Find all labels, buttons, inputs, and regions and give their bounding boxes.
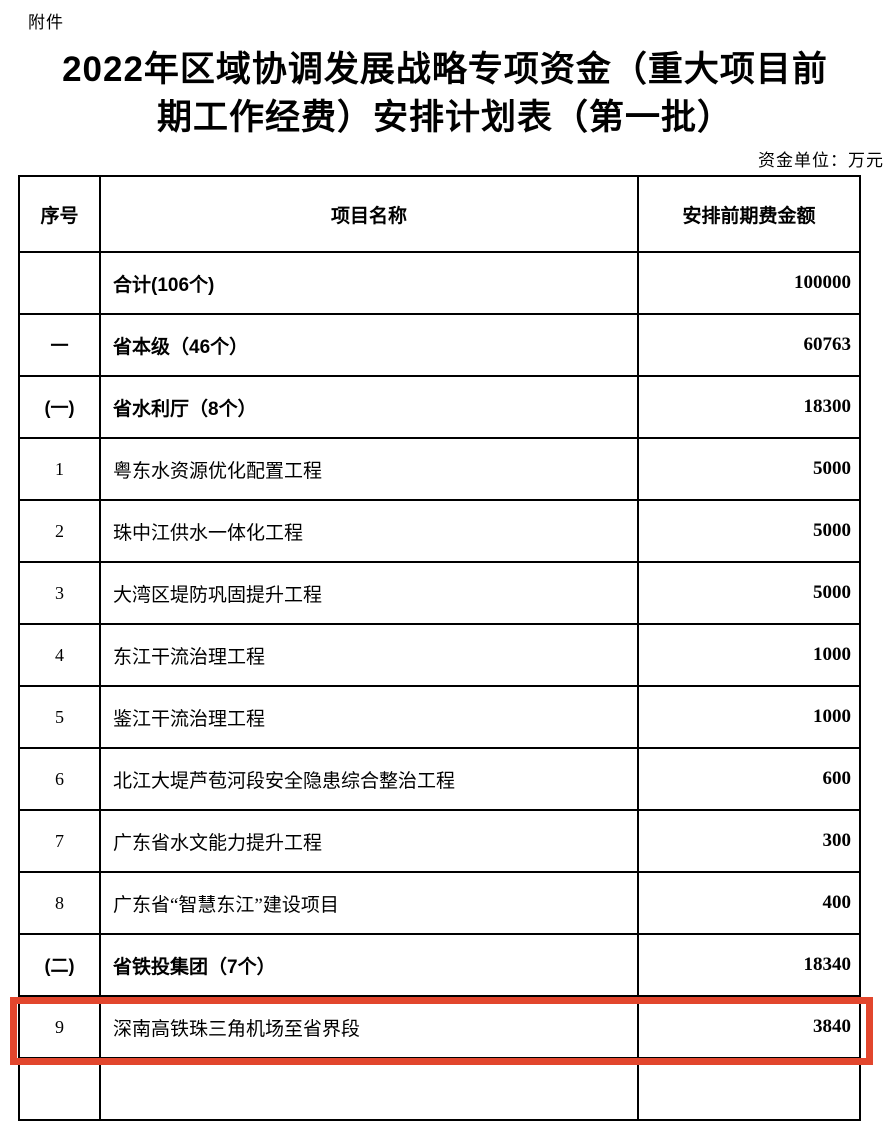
row-serial: 4	[18, 623, 101, 687]
table-row: 7 广东省水文能力提升工程 300	[18, 809, 861, 873]
row-serial: 6	[18, 747, 101, 811]
table-header-row: 序号 项目名称 安排前期费金额	[18, 175, 861, 253]
row-amount: 3840	[637, 995, 861, 1059]
row-serial	[18, 251, 101, 315]
table-body: 合计(106个) 100000 一省本级（46个） 60763 (一) 省水利厅（8个） 1…	[18, 251, 861, 1121]
row-project-name: 省水利厅（8个）	[99, 375, 639, 439]
table-row: 4 东江干流治理工程 1000	[18, 623, 861, 687]
row-project-name: 大湾区堤防巩固提升工程	[99, 561, 639, 625]
row-serial: 7	[18, 809, 101, 873]
row-project-name: 广东省“智慧东江”建设项目	[99, 871, 639, 935]
empty-cell	[99, 1057, 639, 1121]
table-row: 合计(106个) 100000	[18, 251, 861, 315]
table-row: 8 广东省“智慧东江”建设项目 400	[18, 871, 861, 935]
row-amount: 1000	[637, 685, 861, 749]
empty-cell	[637, 1057, 861, 1121]
table-row-partial	[18, 1057, 861, 1121]
row-amount: 18340	[637, 933, 861, 997]
table-row: 一省本级（46个） 60763	[18, 313, 861, 377]
row-amount: 100000	[637, 251, 861, 315]
row-project-name: 珠中江供水一体化工程	[99, 499, 639, 563]
row-serial: 一	[18, 313, 101, 377]
table-header: 序号 项目名称 安排前期费金额	[18, 175, 861, 253]
row-project-name: 深南高铁珠三角机场至省界段	[99, 995, 639, 1059]
row-amount: 300	[637, 809, 861, 873]
row-serial: 5	[18, 685, 101, 749]
table-row: 1 粤东水资源优化配置工程 5000	[18, 437, 861, 501]
row-project-name: 省铁投集团（7个）	[99, 933, 639, 997]
page-title-line1: 2022年区域协调发展战略专项资金（重大项目前	[62, 50, 828, 89]
table-row: 3 大湾区堤防巩固提升工程 5000	[18, 561, 861, 625]
attachment-label: 附件	[28, 13, 64, 32]
row-serial: 2	[18, 499, 101, 563]
table-row: (二) 省铁投集团（7个） 18340	[18, 933, 861, 997]
row-serial: (一)	[18, 375, 101, 439]
page-title: 2022年区域协调发展战略专项资金（重大项目前 期工作经费）安排计划表（第一批）	[0, 46, 890, 142]
table-row: 2 珠中江供水一体化工程 5000	[18, 499, 861, 563]
page-title-line2: 期工作经费）安排计划表（第一批）	[156, 98, 733, 137]
unit-note: 资金单位：万元	[758, 151, 884, 170]
column-header-name: 项目名称	[99, 175, 639, 253]
row-serial: 3	[18, 561, 101, 625]
row-project-name: 北江大堤芦苞河段安全隐患综合整治工程	[99, 747, 639, 811]
row-amount: 1000	[637, 623, 861, 687]
row-amount: 5000	[637, 499, 861, 563]
table-row-highlighted: 9 深南高铁珠三角机场至省界段 3840	[18, 995, 861, 1059]
row-amount: 5000	[637, 437, 861, 501]
row-amount: 5000	[637, 561, 861, 625]
allocation-table: 序号 项目名称 安排前期费金额 合计(106个) 100000 一省本级（46个） 6…	[18, 175, 861, 1121]
column-header-no: 序号	[18, 175, 101, 253]
row-project-name: 广东省水文能力提升工程	[99, 809, 639, 873]
document-page: { "page": { "attachment_label": "附件", "t…	[0, 13, 890, 1121]
row-serial: (二)	[18, 933, 101, 997]
row-project-name: 鉴江干流治理工程	[99, 685, 639, 749]
row-amount: 18300	[637, 375, 861, 439]
row-project-name: 粤东水资源优化配置工程	[99, 437, 639, 501]
row-serial: 9	[18, 995, 101, 1059]
table-row: (一) 省水利厅（8个） 18300	[18, 375, 861, 439]
row-serial: 1	[18, 437, 101, 501]
empty-cell	[18, 1057, 101, 1121]
row-project-name: 东江干流治理工程	[99, 623, 639, 687]
table-row: 5 鉴江干流治理工程 1000	[18, 685, 861, 749]
row-amount: 60763	[637, 313, 861, 377]
table-row: 6 北江大堤芦苞河段安全隐患综合整治工程 600	[18, 747, 861, 811]
row-serial: 8	[18, 871, 101, 935]
row-amount: 400	[637, 871, 861, 935]
row-amount: 600	[637, 747, 861, 811]
row-project-name: 合计(106个)	[99, 251, 639, 315]
row-project-name: 省本级（46个）	[99, 313, 639, 377]
column-header-amount: 安排前期费金额	[637, 175, 861, 253]
